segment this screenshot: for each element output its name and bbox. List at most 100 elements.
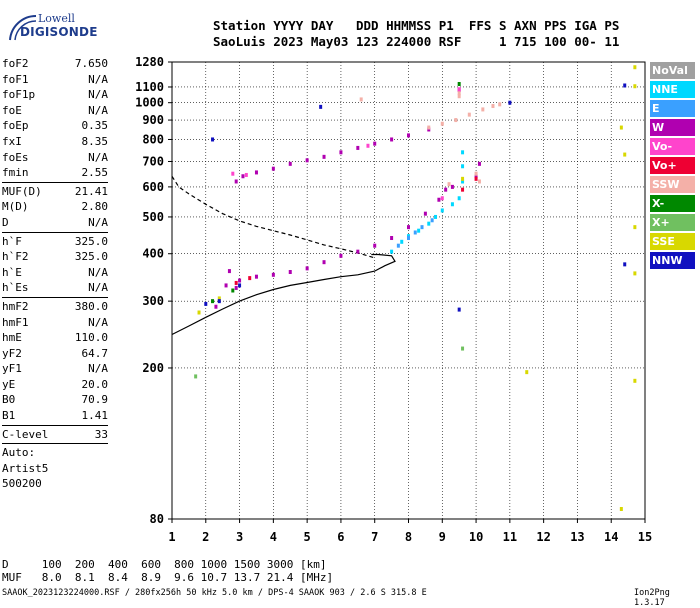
data-point-ssw xyxy=(481,107,485,112)
y-tick-label: 700 xyxy=(142,154,164,168)
y-tick-label: 600 xyxy=(142,180,164,194)
legend: NoVal NNE E W Vo- Vo+ SSW X- X+ SSE NNW xyxy=(650,62,695,271)
data-point-nnw xyxy=(319,104,323,109)
y-tick-label: 300 xyxy=(142,294,164,308)
data-point-ssw xyxy=(359,97,363,102)
param-row: B0 70.9 xyxy=(2,392,108,408)
data-point-vo xyxy=(366,143,370,148)
legend-item: SSE xyxy=(650,233,695,250)
data-point-nnw xyxy=(211,137,215,142)
param-separator xyxy=(2,296,108,298)
legend-item: NNE xyxy=(650,81,695,98)
param-value: 1.41 xyxy=(81,409,109,423)
data-point-ssw xyxy=(491,104,495,109)
data-point-w xyxy=(407,133,410,138)
param-row: hmF1 N/A xyxy=(2,315,108,331)
param-name: foF2 xyxy=(2,57,29,70)
data-point-sse xyxy=(633,271,637,276)
data-point-w xyxy=(305,158,309,163)
param-separator xyxy=(2,443,108,445)
y-tick-label: 1100 xyxy=(135,80,164,94)
param-value: 64.7 xyxy=(81,346,109,360)
data-point-sse xyxy=(197,310,201,315)
param-name: yF2 xyxy=(2,346,22,360)
param-row: M(D) 2.80 xyxy=(2,199,108,215)
param-name: foE xyxy=(2,103,22,117)
x-tick-label: 11 xyxy=(503,530,517,544)
logo-line2: DIGISONDE xyxy=(20,25,98,39)
param-name: hmF2 xyxy=(2,299,29,313)
param-name: fxI xyxy=(2,134,22,148)
param-separator xyxy=(2,231,108,233)
y-tick-label: 400 xyxy=(142,247,164,261)
param-name: hmE xyxy=(2,331,22,345)
data-point-w xyxy=(407,225,410,230)
y-tick-label: 500 xyxy=(142,210,164,224)
data-point-w xyxy=(423,211,427,216)
data-point-ssw xyxy=(498,102,502,107)
param-value: 2.55 xyxy=(81,166,109,180)
y-tick-label: 800 xyxy=(142,132,164,146)
x-tick-label: 14 xyxy=(604,530,618,544)
data-point-vo xyxy=(440,196,444,201)
data-point-vo xyxy=(461,187,465,192)
param-value: N/A xyxy=(88,281,108,295)
param-value: N/A xyxy=(88,315,108,329)
data-point-w xyxy=(227,269,231,274)
param-row: foF1p N/A xyxy=(2,87,108,103)
x-tick-label: 5 xyxy=(304,530,311,544)
data-point-w xyxy=(271,272,275,277)
data-point-nne xyxy=(390,249,394,254)
data-point-nnw xyxy=(623,83,627,88)
station-header: Station YYYY DAY DDD HHMMSS P1 FFS S AXN… xyxy=(213,18,619,50)
param-name: foEs xyxy=(2,150,29,164)
param-row: fxI 8.35 xyxy=(2,134,108,150)
legend-item: NNW xyxy=(650,252,695,269)
data-point-x xyxy=(461,346,465,351)
data-point-ssw xyxy=(457,94,461,99)
y-tick-label: 1280 xyxy=(135,55,164,69)
data-point-vo xyxy=(244,172,248,177)
muf-table: D 100 200 400 600 800 1000 1500 3000 [km… xyxy=(2,558,333,584)
data-point-ssw xyxy=(427,125,431,130)
param-value: 0.35 xyxy=(81,119,109,133)
param-row: h`F2 325.0 xyxy=(2,249,108,265)
param-separator xyxy=(2,424,108,426)
param-row: foE N/A xyxy=(2,103,108,119)
legend-item: SSW xyxy=(650,176,695,193)
data-point-w xyxy=(474,174,478,179)
data-point-w xyxy=(288,270,292,275)
version-label: Ion2Png 1.3.17 xyxy=(634,588,670,608)
data-point-nnw xyxy=(508,100,512,105)
profile-curve xyxy=(171,253,396,336)
param-row: yF1 N/A xyxy=(2,361,108,377)
y-tick-label: 900 xyxy=(142,113,164,127)
param-row: C-level 33 xyxy=(2,427,108,443)
param-value: N/A xyxy=(88,150,108,164)
x-tick-label: 1 xyxy=(168,530,175,544)
mufcurve-curve xyxy=(171,175,375,259)
legend-item: E xyxy=(650,100,695,117)
data-point-nnw xyxy=(238,283,242,288)
legend-item: W xyxy=(650,119,695,136)
param-row: h`E N/A xyxy=(2,265,108,281)
x-tick-label: 2 xyxy=(202,530,209,544)
data-point-e xyxy=(420,225,424,230)
param-name: yE xyxy=(2,377,16,391)
data-point-x xyxy=(211,299,215,304)
data-point-ssw xyxy=(477,179,481,184)
data-point-e xyxy=(396,243,400,248)
data-point-x xyxy=(231,288,235,293)
data-point-w xyxy=(254,274,258,279)
data-point-nne xyxy=(400,239,404,244)
data-point-w xyxy=(241,174,245,179)
data-point-w xyxy=(322,260,326,265)
data-point-sse xyxy=(461,176,465,181)
data-point-w xyxy=(356,145,360,150)
param-name: h`F xyxy=(2,234,22,248)
param-row: foF1 N/A xyxy=(2,72,108,88)
param-row: yE 20.0 xyxy=(2,377,108,393)
x-tick-label: 9 xyxy=(439,530,446,544)
param-separator xyxy=(2,181,108,183)
param-name: foEp xyxy=(2,119,29,133)
